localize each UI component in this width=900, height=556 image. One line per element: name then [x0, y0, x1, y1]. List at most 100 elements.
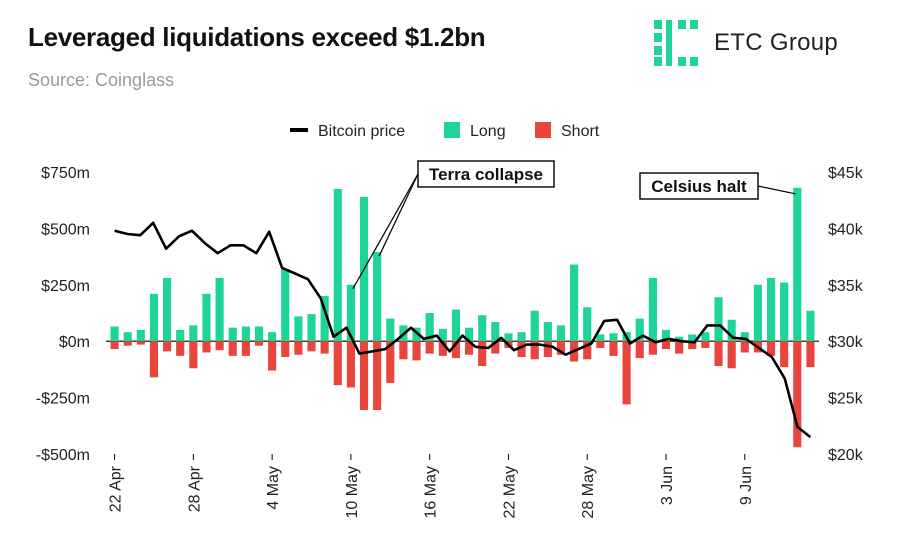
short-bar: [543, 341, 552, 357]
short-bar: [149, 341, 159, 378]
long-bar: [675, 336, 684, 342]
short-bar: [530, 341, 539, 360]
long-bar: [189, 325, 198, 342]
long-bar: [425, 313, 434, 342]
logo-text: ETC Group: [714, 29, 839, 56]
short-bar: [701, 341, 710, 348]
short-bar: [556, 341, 566, 355]
long-bar: [346, 284, 355, 342]
left-tick-label: -$250m: [36, 391, 90, 408]
etc-logo-icon: [654, 20, 698, 66]
x-tick-label: 28 May: [580, 466, 597, 518]
long-bar: [766, 278, 776, 342]
x-tick-label: 10 May: [344, 466, 361, 518]
right-tick-label: $40k: [828, 221, 864, 238]
celsius-annotation-label: Celsius halt: [651, 177, 747, 196]
short-bar: [661, 341, 671, 350]
short-bar: [425, 341, 434, 354]
x-tick-label: 22 Apr: [108, 465, 125, 512]
long-bar: [504, 333, 513, 342]
chart-title: Leveraged liquidations exceed $1.2bn: [28, 22, 486, 52]
short-bar: [491, 341, 500, 354]
short-bar: [333, 341, 342, 386]
long-bar: [530, 310, 539, 342]
long-bar: [241, 326, 250, 342]
long-bar: [609, 333, 618, 342]
left-tick-label: $500m: [41, 221, 90, 238]
short-bar: [780, 341, 789, 368]
right-tick-label: $45k: [828, 165, 864, 182]
short-bar: [386, 341, 395, 383]
short-bar: [451, 341, 461, 359]
terra-annotation-label: Terra collapse: [429, 165, 543, 184]
short-bar: [294, 341, 303, 355]
short-bar: [163, 341, 172, 352]
legend-short-swatch: [535, 122, 551, 138]
legend: Bitcoin price Long Short: [290, 122, 600, 140]
short-bar: [740, 341, 749, 353]
celsius-annotation-box: [639, 172, 759, 200]
left-tick-label: -$500m: [36, 447, 90, 464]
long-bar: [491, 322, 500, 342]
short-bar: [241, 341, 250, 356]
long-bar: [714, 297, 723, 342]
long-bar: [570, 264, 579, 342]
left-tick-label: $750m: [41, 165, 90, 182]
short-bar: [346, 341, 355, 388]
short-bar: [176, 341, 185, 356]
long-bar: [176, 329, 185, 342]
short-bar: [517, 341, 526, 357]
long-bar: [294, 316, 303, 342]
long-bar: [123, 332, 132, 342]
short-bar: [412, 341, 421, 361]
long-bar: [281, 269, 290, 342]
short-bar: [766, 341, 776, 356]
long-bar: [228, 327, 237, 342]
long-bar: [740, 332, 749, 342]
long-bar: [701, 332, 710, 342]
long-bar: [806, 310, 815, 342]
long-bar: [163, 278, 172, 342]
long-bar: [793, 187, 802, 342]
short-bar: [609, 341, 618, 356]
long-bar: [254, 326, 264, 342]
short-bar: [622, 341, 631, 405]
annotations: Terra collapse Celsius halt: [352, 160, 796, 290]
x-tick-label: 4 May: [265, 466, 282, 510]
short-bar: [688, 341, 697, 350]
short-bar: [189, 341, 198, 369]
long-bar: [149, 293, 159, 342]
short-bar: [464, 341, 474, 355]
etc-group-logo: ETC Group: [654, 20, 838, 66]
long-bar: [202, 293, 211, 342]
terra-leader-line: [378, 173, 419, 257]
x-tick-label: 9 Jun: [738, 466, 755, 505]
long-bar: [478, 315, 487, 342]
short-bar: [228, 341, 237, 356]
short-bar: [123, 341, 132, 346]
short-bar: [596, 341, 605, 348]
price-line-group: [114, 221, 812, 439]
chart-source: Source: Coinglass: [28, 70, 175, 90]
celsius-leader-line: [757, 185, 796, 195]
short-bar: [478, 341, 487, 367]
short-bar: [202, 341, 211, 353]
short-bar: [254, 341, 264, 346]
right-tick-label: $20k: [828, 447, 864, 464]
short-bar: [268, 341, 277, 371]
left-axis: $750m $500m $250m $0m -$250m -$500m: [36, 165, 90, 464]
right-tick-label: $25k: [828, 391, 864, 408]
bars: [110, 187, 815, 448]
short-bar: [136, 341, 145, 345]
x-axis: 22 Apr 28 Apr 4 May 10 May 16 May 22 May 28 Ma…: [108, 454, 755, 518]
legend-long-label: Long: [470, 123, 506, 140]
short-bar: [635, 341, 644, 359]
long-bar: [110, 326, 119, 342]
long-bar: [727, 319, 736, 342]
long-bar: [596, 334, 605, 342]
right-tick-label: $30k: [828, 334, 864, 351]
long-bar: [307, 314, 316, 342]
terra-leader-line: [352, 173, 419, 290]
legend-short-label: Short: [561, 123, 600, 140]
